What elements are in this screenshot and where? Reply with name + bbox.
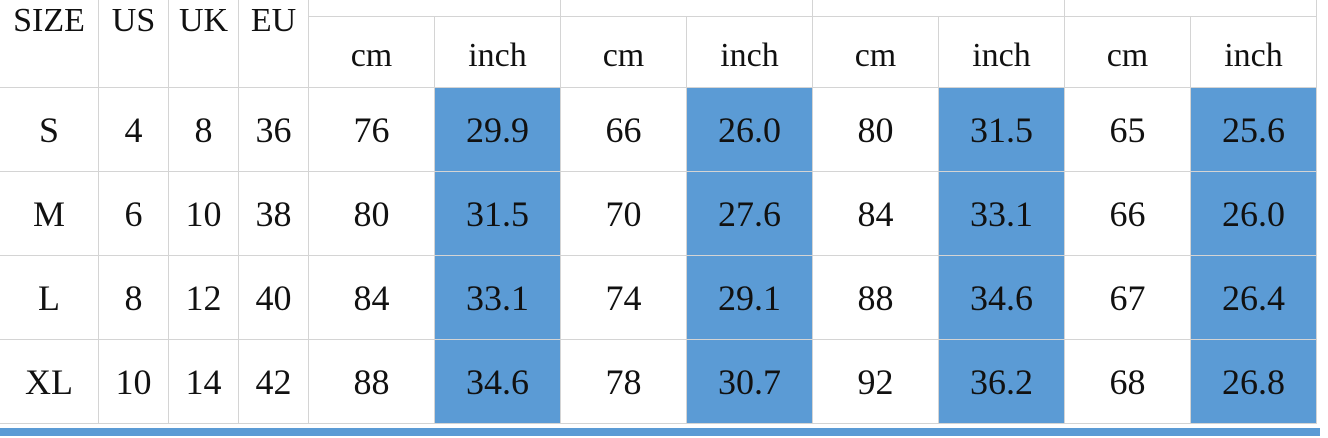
data-cell: 84 bbox=[309, 256, 435, 340]
data-cell: 8 bbox=[99, 256, 169, 340]
inch-cell: 26.0 bbox=[687, 88, 813, 172]
unit-cell: inch bbox=[687, 17, 813, 88]
unit-cell: cm bbox=[309, 17, 435, 88]
inch-cell: 25.6 bbox=[1191, 88, 1317, 172]
data-cell: 36 bbox=[239, 88, 309, 172]
data-cell: 14 bbox=[169, 340, 239, 424]
unit-cell: inch bbox=[1191, 17, 1317, 88]
data-cell: 38 bbox=[239, 172, 309, 256]
inch-cell: 31.5 bbox=[939, 88, 1065, 172]
inch-cell: 33.1 bbox=[939, 172, 1065, 256]
group-header-cell bbox=[813, 0, 1065, 17]
data-cell: 10 bbox=[99, 340, 169, 424]
inch-cell: 26.0 bbox=[1191, 172, 1317, 256]
header-cell: SIZE bbox=[0, 0, 99, 88]
data-cell: 66 bbox=[561, 88, 687, 172]
header-cell: EU bbox=[239, 0, 309, 88]
data-cell: 65 bbox=[1065, 88, 1191, 172]
inch-cell: 34.6 bbox=[939, 256, 1065, 340]
inch-cell: 29.1 bbox=[687, 256, 813, 340]
inch-cell: 26.8 bbox=[1191, 340, 1317, 424]
bottom-bar bbox=[0, 428, 1320, 436]
inch-cell: 34.6 bbox=[435, 340, 561, 424]
inch-cell: 29.9 bbox=[435, 88, 561, 172]
unit-cell: inch bbox=[939, 17, 1065, 88]
unit-cell: inch bbox=[435, 17, 561, 88]
data-cell: 12 bbox=[169, 256, 239, 340]
data-cell: 88 bbox=[813, 256, 939, 340]
data-cell: S bbox=[0, 88, 99, 172]
inch-cell: 33.1 bbox=[435, 256, 561, 340]
unit-cell: cm bbox=[813, 17, 939, 88]
header-cell: UK bbox=[169, 0, 239, 88]
data-cell: 6 bbox=[99, 172, 169, 256]
data-cell: 68 bbox=[1065, 340, 1191, 424]
data-cell: 84 bbox=[813, 172, 939, 256]
data-cell: 10 bbox=[169, 172, 239, 256]
header-cell: US bbox=[99, 0, 169, 88]
data-cell: 76 bbox=[309, 88, 435, 172]
data-cell: L bbox=[0, 256, 99, 340]
data-cell: 80 bbox=[813, 88, 939, 172]
data-cell: 74 bbox=[561, 256, 687, 340]
unit-cell: cm bbox=[1065, 17, 1191, 88]
data-cell: 4 bbox=[99, 88, 169, 172]
data-cell: 42 bbox=[239, 340, 309, 424]
group-header-cell bbox=[309, 0, 561, 17]
data-cell: 70 bbox=[561, 172, 687, 256]
group-header-cell bbox=[561, 0, 813, 17]
data-cell: 78 bbox=[561, 340, 687, 424]
inch-cell: 30.7 bbox=[687, 340, 813, 424]
data-cell: 8 bbox=[169, 88, 239, 172]
data-cell: XL bbox=[0, 340, 99, 424]
inch-cell: 27.6 bbox=[687, 172, 813, 256]
inch-cell: 36.2 bbox=[939, 340, 1065, 424]
data-cell: 67 bbox=[1065, 256, 1191, 340]
data-cell: 92 bbox=[813, 340, 939, 424]
data-cell: 80 bbox=[309, 172, 435, 256]
inch-cell: 31.5 bbox=[435, 172, 561, 256]
data-cell: M bbox=[0, 172, 99, 256]
inch-cell: 26.4 bbox=[1191, 256, 1317, 340]
data-cell: 40 bbox=[239, 256, 309, 340]
group-header-cell bbox=[1065, 0, 1317, 17]
data-cell: 88 bbox=[309, 340, 435, 424]
data-cell: 66 bbox=[1065, 172, 1191, 256]
unit-cell: cm bbox=[561, 17, 687, 88]
